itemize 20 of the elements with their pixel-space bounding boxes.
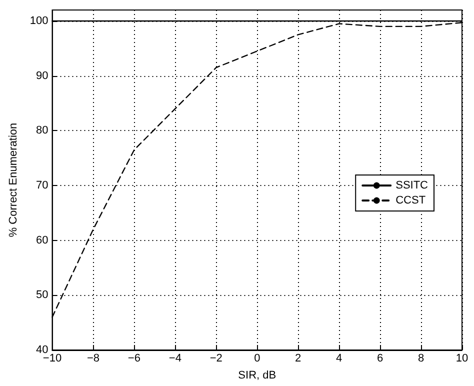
x-axis-title: SIR, dB	[238, 370, 276, 382]
legend-label: SSITC	[396, 180, 428, 192]
y-tick-label: 100	[30, 14, 48, 27]
x-tick-label: −4	[168, 352, 182, 364]
y-tick-label: 80	[36, 124, 48, 137]
y-tick-label: 60	[36, 234, 48, 246]
y-tick-label: 50	[36, 289, 48, 302]
x-tick-label: −6	[128, 352, 140, 364]
x-tick-label: 6	[376, 352, 384, 364]
x-tick-label: 8	[418, 352, 424, 364]
legend-label: CCST	[396, 194, 426, 206]
x-tick-label: 2	[295, 352, 302, 364]
x-tick-label: −8	[86, 352, 100, 364]
x-tick-label: −2	[210, 352, 222, 364]
y-tick-label: 90	[36, 70, 48, 82]
y-tick-label: 70	[36, 179, 48, 192]
x-tick-label: 4	[336, 352, 342, 364]
x-tick-label: 10	[456, 352, 468, 364]
y-axis-title: % Correct Enumeration	[8, 122, 20, 238]
x-tick-label: 0	[254, 352, 260, 364]
